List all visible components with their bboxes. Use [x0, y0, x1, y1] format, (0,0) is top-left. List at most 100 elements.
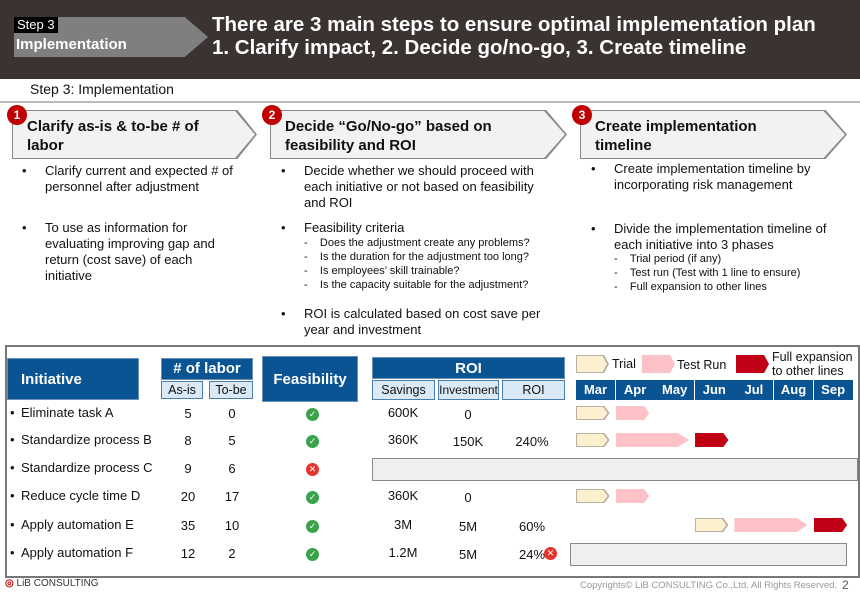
cross-icon: ✕ — [544, 547, 557, 560]
gantt-test-bar — [734, 518, 808, 532]
roi-value: 24% — [518, 547, 546, 562]
month-apr: Apr — [615, 380, 655, 400]
labor-asis: 12 — [180, 546, 196, 561]
savings-value: 360K — [387, 488, 419, 503]
investment-value: 5M — [458, 547, 478, 562]
header-tobe: To-be — [209, 381, 253, 399]
initiative-name: Reduce cycle time D — [21, 488, 141, 503]
labor-tobe: 2 — [228, 546, 236, 561]
bullet: • — [10, 432, 15, 447]
criteria-item: - Does the adjustment create any problem… — [304, 237, 530, 249]
section-subtitle: Step 3: Implementation — [30, 81, 174, 97]
header-savings: Savings — [372, 380, 435, 400]
check-icon: ✓ — [306, 408, 319, 421]
step-label: Implementation — [16, 36, 127, 53]
step1-title: Clarify as-is & to-be # of labor — [27, 118, 199, 154]
step3-bullet: Divide the implementation timeline of ea… — [614, 221, 827, 252]
criteria-item: - Is the duration for the adjustment too… — [304, 251, 530, 263]
gantt-trial-bar — [576, 433, 610, 447]
legend-trial-label: Trial — [612, 357, 636, 371]
criteria-text: Is employees’ skill trainable? — [319, 265, 460, 277]
header-initiative: Initiative — [7, 358, 139, 400]
step2-title: Decide “Go/No-go” based on feasibility a… — [285, 118, 492, 154]
roi-value: 240% — [515, 434, 549, 449]
step3-number: 3 — [572, 105, 592, 125]
gantt-full-bar — [694, 433, 729, 447]
step2-bullet: Decide whether we should proceed with ea… — [304, 163, 534, 210]
gantt-full-bar — [813, 518, 848, 532]
bullet: • — [281, 306, 286, 321]
not-feasible-bar — [372, 458, 858, 481]
savings-value: 3M — [393, 517, 413, 532]
phase-item: - Test run (Test with 1 line to ensure) — [614, 267, 801, 279]
criteria-item: - Is the capacity suitable for the adjus… — [304, 279, 529, 291]
copyright: Copyrights© LiB CONSULTING Co.,Ltd. All … — [580, 580, 838, 591]
criteria-text: Is the duration for the adjustment too l… — [319, 251, 530, 263]
initiative-name: Apply automation F — [21, 545, 134, 560]
investment-value: 5M — [458, 519, 478, 534]
investment-value: 0 — [464, 490, 472, 505]
month-aug: Aug — [774, 380, 813, 400]
bullet: • — [10, 405, 15, 420]
page-number: 2 — [842, 578, 849, 592]
check-icon: ✓ — [306, 548, 319, 561]
step2-bullet: ROI is calculated based on cost save per… — [304, 306, 541, 337]
step1-bullet: Clarify current and expected # of person… — [45, 163, 233, 194]
step3-chevron — [581, 111, 845, 158]
initiative-table-frame — [5, 345, 860, 578]
labor-tobe: 10 — [224, 518, 240, 533]
check-icon: ✓ — [306, 520, 319, 533]
labor-asis: 9 — [184, 461, 192, 476]
phase-item: - Trial period (if any) — [614, 253, 722, 265]
check-icon: ✓ — [306, 435, 319, 448]
month-jun: Jun — [694, 380, 734, 400]
check-icon: ✓ — [306, 491, 319, 504]
labor-tobe: 0 — [228, 406, 236, 421]
header-roi-group: ROI — [372, 357, 565, 379]
header-asis: As-is — [161, 381, 203, 399]
gantt-trial-bar — [576, 489, 610, 503]
step3-bullet: Create implementation timeline by incorp… — [614, 161, 811, 192]
savings-value: 1.2M — [388, 545, 418, 560]
bullet: • — [10, 488, 15, 503]
bullet: • — [281, 163, 286, 178]
month-may: May — [655, 380, 695, 400]
cross-icon: ✕ — [306, 463, 319, 476]
legend-test-label: Test Run — [677, 358, 727, 372]
labor-tobe: 17 — [224, 489, 240, 504]
investment-value: 0 — [464, 407, 472, 422]
labor-asis: 8 — [184, 433, 192, 448]
logo-text: LiB CONSULTING — [16, 578, 99, 589]
investment-value: 150K — [452, 434, 484, 449]
step1-number: 1 — [7, 105, 27, 125]
page-title-line2: 1. Clarify impact, 2. Decide go/no-go, 3… — [212, 36, 747, 59]
header-investment: Investment — [438, 380, 499, 400]
criteria-item: - Is employees’ skill trainable? — [304, 265, 460, 277]
legend-trial-swatch — [576, 355, 609, 373]
phase-text: Test run (Test with 1 line to ensure) — [629, 267, 801, 279]
month-sep: Sep — [813, 380, 853, 400]
savings-value: 600K — [387, 405, 419, 420]
roi-value: 60% — [518, 519, 546, 534]
gantt-test-bar — [615, 489, 650, 503]
step1-bullet: To use as information for evaluating imp… — [45, 220, 215, 283]
step2-chevron — [271, 111, 565, 158]
bullet: • — [591, 161, 596, 176]
initiative-name: Apply automation E — [21, 517, 134, 532]
step1-chevron — [13, 111, 255, 158]
legend-full-label: Full expansion to other lines — [772, 350, 853, 378]
phase-item: - Full expansion to other lines — [614, 281, 767, 293]
bullet: • — [10, 545, 15, 560]
bullet: • — [281, 220, 286, 235]
bullet: • — [22, 220, 27, 235]
month-jul: Jul — [734, 380, 774, 400]
legend-test-swatch — [642, 355, 675, 373]
bullet: • — [591, 221, 596, 236]
month-mar: Mar — [576, 380, 615, 400]
labor-tobe: 6 — [228, 461, 236, 476]
divider — [0, 101, 860, 103]
labor-asis: 20 — [180, 489, 196, 504]
step3-title: Create implementation timeline — [595, 118, 757, 154]
phase-text: Trial period (if any) — [629, 253, 722, 265]
bullet: • — [10, 517, 15, 532]
